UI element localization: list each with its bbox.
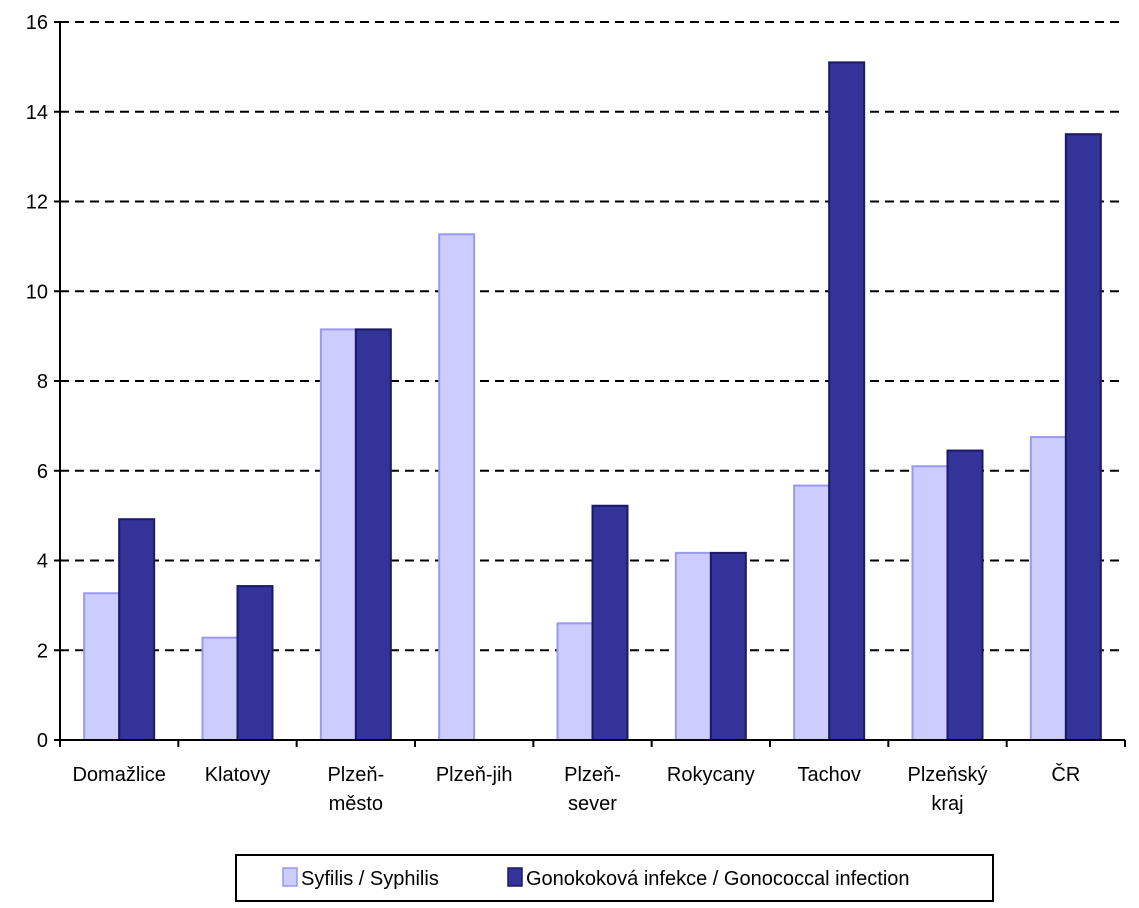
x-category-label: Plzeňský kraj (907, 764, 987, 815)
x-category-label-line: kraj (931, 793, 963, 815)
bar-gonococcal (946, 449, 984, 741)
x-category-label: Plzeň-jih (436, 764, 513, 786)
x-axis-labels: Domažlice Klatovy Plzeň-město Plzeň-jih Plze… (59, 740, 1126, 815)
x-category-label: Domažlice (72, 764, 165, 786)
bar-gonococcal (118, 518, 156, 742)
x-category-label: ČR (1051, 763, 1080, 786)
legend-label-syphilis: Syfilis / Syphilis (301, 868, 439, 890)
x-category-label-line: Tachov (797, 764, 860, 786)
x-category-label: Plzeň-sever (564, 764, 621, 815)
x-category-label: Tachov (797, 764, 860, 786)
y-tick-label: 10 (26, 281, 48, 303)
x-category-label: Klatovy (205, 764, 271, 786)
legend: Syfilis / Syphilis Gonokoková infekce / G… (235, 854, 994, 902)
x-category-label-line: Plzeň-jih (436, 764, 513, 786)
bar-gonococcal (828, 61, 866, 741)
x-category-label-line: Domažlice (72, 764, 165, 786)
bar-syphilis (674, 551, 712, 742)
bar-syphilis (911, 465, 949, 741)
legend-box (235, 854, 994, 902)
bar-syphilis (556, 622, 594, 742)
bar-syphilis (1029, 436, 1067, 741)
bar-gonococcal (1064, 133, 1102, 741)
x-category-label-line: město (329, 793, 383, 815)
y-tick-label: 2 (37, 640, 48, 662)
bar-gonococcal (354, 328, 392, 741)
x-category-label-line: Rokycany (667, 764, 755, 786)
y-tick-label: 8 (37, 371, 48, 393)
legend-swatch-gonococcal (507, 867, 523, 887)
x-category-label-line: Plzeňský (907, 764, 987, 786)
x-category-label: Rokycany (667, 764, 755, 786)
bar-syphilis (438, 233, 476, 741)
legend-label-gonococcal: Gonokoková infekce / Gonococcal infectio… (526, 868, 910, 890)
x-category-label-line: Plzeň- (564, 764, 621, 786)
bar-gonococcal (709, 551, 747, 742)
x-category-label-line: sever (568, 793, 617, 815)
bar-syphilis (201, 636, 239, 741)
bar-gonococcal (236, 585, 274, 741)
y-tick-label: 16 (26, 12, 48, 34)
bar-gonococcal (591, 504, 629, 741)
bars (83, 61, 1102, 742)
x-category-label-line: Plzeň- (327, 764, 384, 786)
x-category-label: Plzeň-město (327, 764, 384, 815)
bar-syphilis (83, 592, 121, 741)
y-tick-label: 4 (37, 551, 48, 573)
x-category-label-line: Klatovy (205, 764, 271, 786)
legend-swatch-syphilis (282, 867, 298, 887)
y-tick-label: 0 (37, 730, 48, 752)
bar-syphilis (793, 484, 831, 741)
y-tick-label: 14 (26, 102, 48, 124)
x-category-label-line: ČR (1051, 763, 1080, 786)
y-axis-ticks: 0 2 4 6 8 10 12 14 16 (26, 12, 60, 752)
bar-syphilis (319, 328, 357, 741)
y-tick-label: 12 (26, 192, 48, 214)
y-tick-label: 6 (37, 461, 48, 483)
